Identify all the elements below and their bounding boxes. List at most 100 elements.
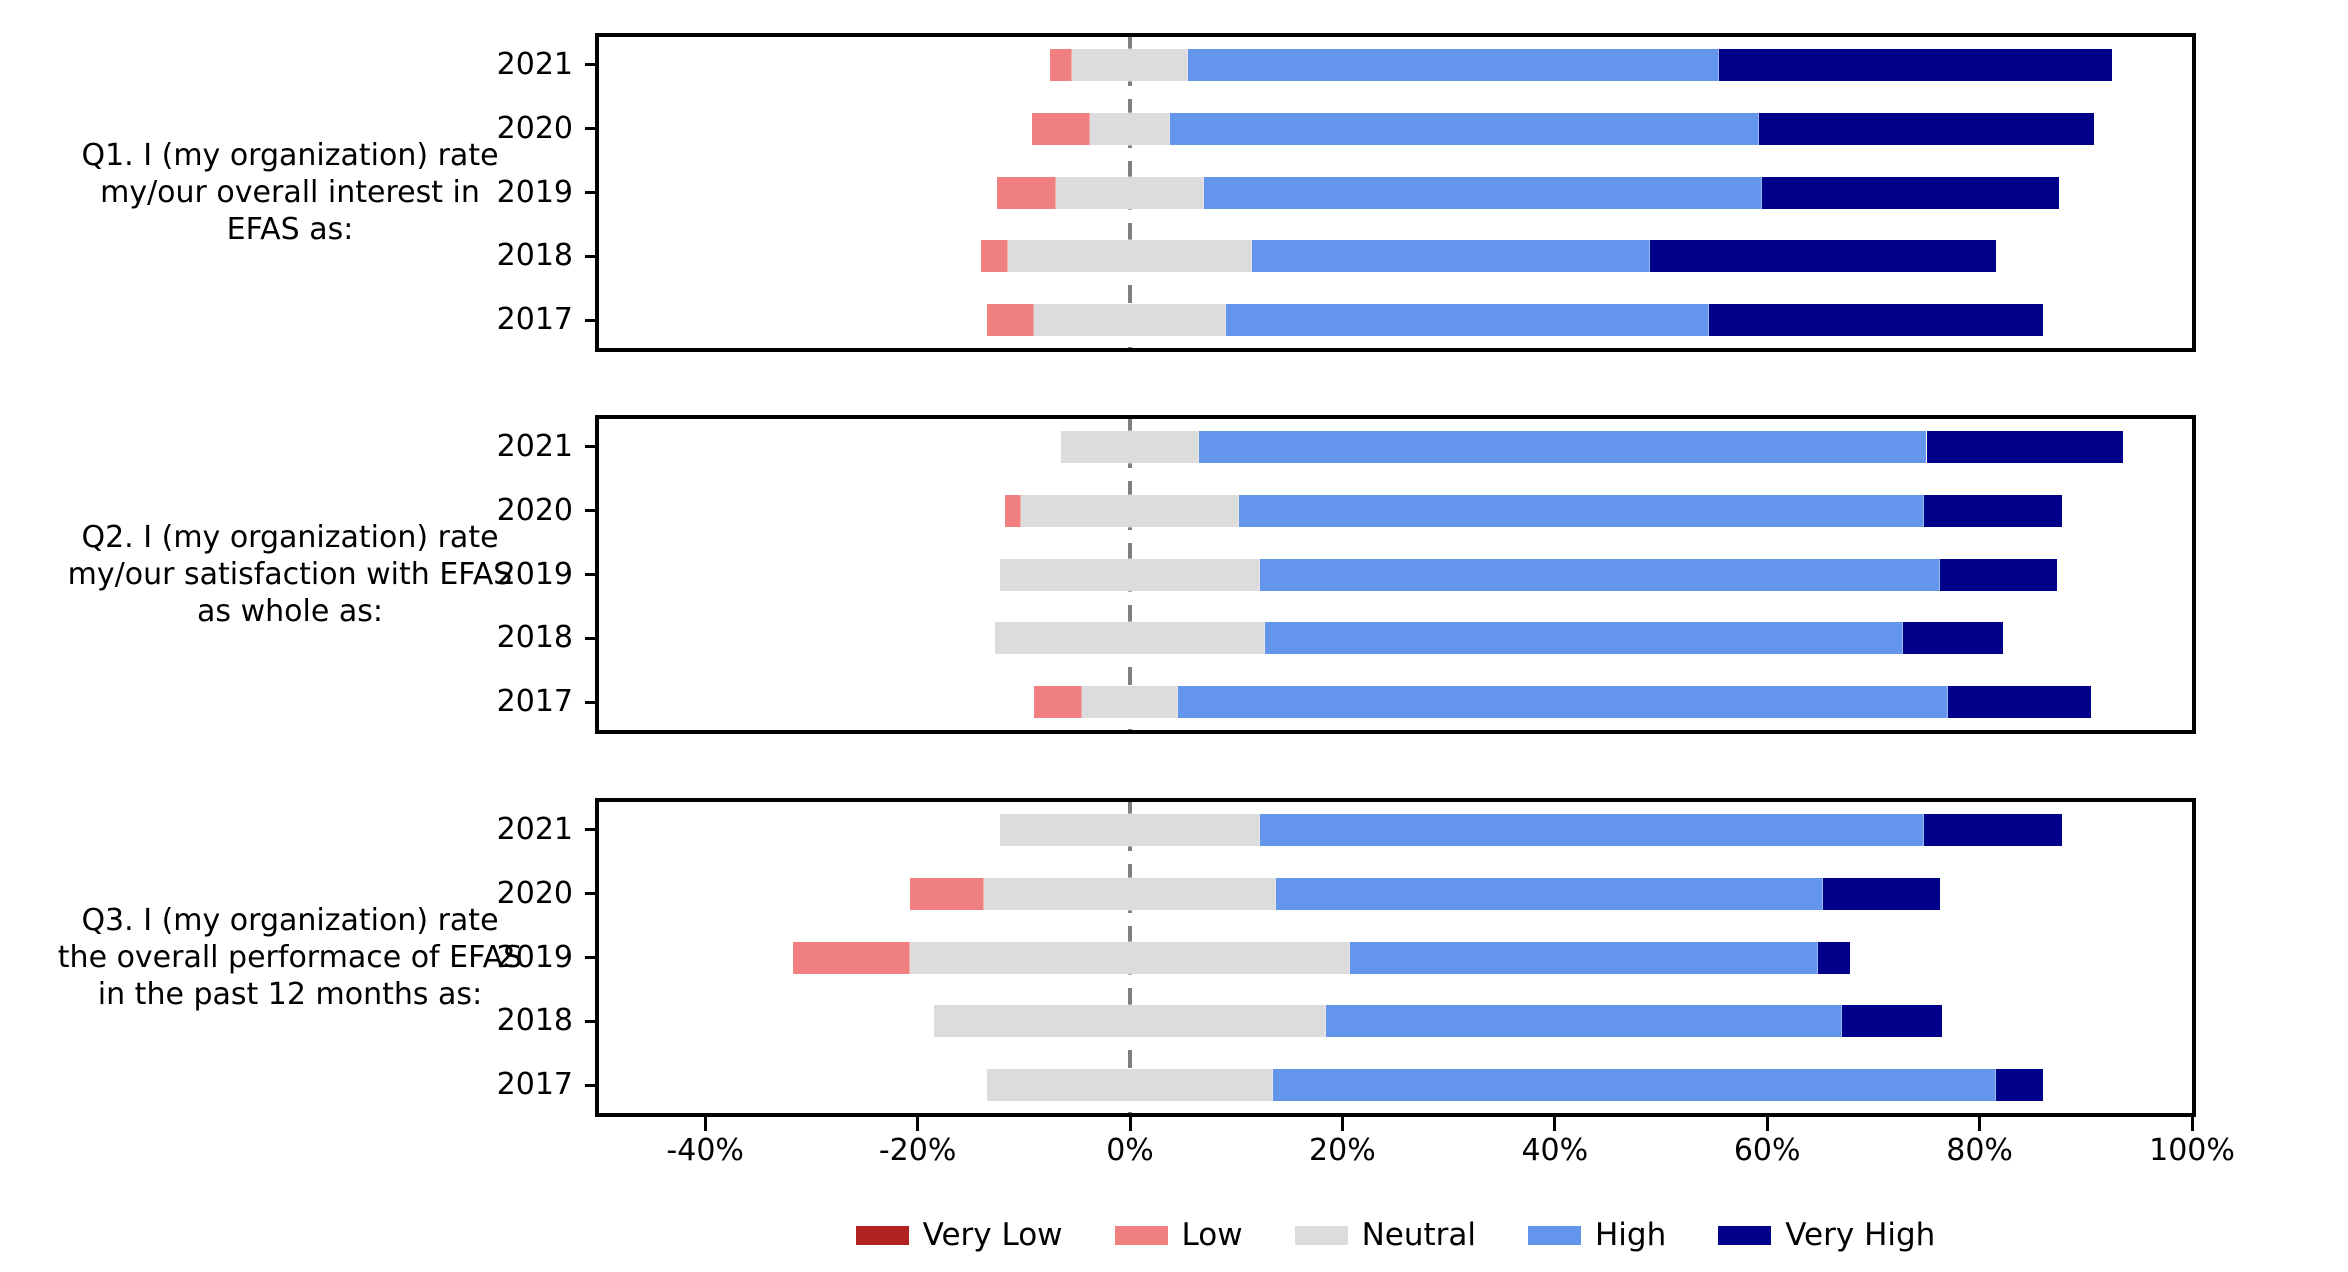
ytick-2021 xyxy=(585,445,595,449)
bar-2018 xyxy=(599,240,2192,273)
segment-neutral xyxy=(1090,112,1170,145)
segment-high xyxy=(1276,877,1823,910)
segment-very_high xyxy=(1926,430,2123,463)
segment-very_high xyxy=(1708,304,2044,337)
ytick-2017 xyxy=(585,700,595,704)
segment-high xyxy=(1273,1069,1996,1102)
segment-very_high xyxy=(1923,813,2062,846)
year-label-2019: 2019 xyxy=(496,939,573,975)
year-label-2020: 2020 xyxy=(496,492,573,528)
segment-very_high xyxy=(1761,176,2060,209)
ytick-2019 xyxy=(585,956,595,959)
segment-very_high xyxy=(1822,877,1940,910)
segment-very_high xyxy=(1902,622,2004,655)
legend-item-low: Low xyxy=(1114,1217,1243,1253)
segment-high xyxy=(1260,813,1924,846)
year-label-2021: 2021 xyxy=(496,46,573,82)
legend-label-low: Low xyxy=(1181,1217,1243,1253)
segment-neutral xyxy=(983,877,1277,910)
legend-swatch-very_low xyxy=(855,1225,909,1245)
ytick-2020 xyxy=(585,509,595,513)
year-label-2018: 2018 xyxy=(496,238,573,274)
xtick--40% xyxy=(703,1117,707,1131)
segment-neutral xyxy=(1082,686,1178,719)
xtick-20% xyxy=(1340,1117,1344,1131)
segment-low xyxy=(1050,48,1072,81)
segment-very_high xyxy=(1939,558,2057,591)
year-label-2017: 2017 xyxy=(496,684,573,720)
bar-2017 xyxy=(599,304,2192,337)
segment-low xyxy=(1034,686,1083,719)
bar-2021 xyxy=(599,48,2192,81)
legend-swatch-low xyxy=(1114,1225,1168,1245)
ytick-2018 xyxy=(585,254,595,258)
ytick-2021 xyxy=(585,63,595,67)
xtick--20% xyxy=(916,1117,920,1131)
segment-neutral xyxy=(999,813,1261,846)
xtick-label--20%: -20% xyxy=(878,1133,957,1168)
year-label-2019: 2019 xyxy=(496,556,573,592)
segment-high xyxy=(1252,240,1651,273)
ytick-2019 xyxy=(585,573,595,576)
bar-2021 xyxy=(599,430,2192,463)
segment-very_high xyxy=(1841,1005,1943,1038)
segment-neutral xyxy=(909,941,1351,974)
panel-title-q3: Q3. I (my organization) rate the overall… xyxy=(57,903,523,1012)
xtick-100% xyxy=(2190,1117,2194,1131)
ytick-2021 xyxy=(585,828,595,832)
ytick-2018 xyxy=(585,636,595,640)
legend-item-very_high: Very High xyxy=(1718,1218,1935,1252)
xtick-0% xyxy=(1128,1117,1132,1131)
xtick-40% xyxy=(1553,1117,1557,1131)
segment-high xyxy=(1204,176,1762,209)
year-label-2017: 2017 xyxy=(496,1067,573,1103)
segment-neutral xyxy=(933,1005,1327,1038)
legend-label-very_low: Very Low xyxy=(922,1217,1063,1253)
panel-axes-q2 xyxy=(595,415,2196,734)
year-label-2019: 2019 xyxy=(496,174,573,210)
panel-axes-q3 xyxy=(595,798,2196,1117)
segment-very_high xyxy=(1719,48,2113,81)
bar-2020 xyxy=(599,112,2192,145)
segment-neutral xyxy=(1034,304,1226,337)
legend-item-neutral: Neutral xyxy=(1294,1217,1476,1253)
year-label-2020: 2020 xyxy=(496,110,573,146)
segment-neutral xyxy=(999,558,1261,591)
legend-label-neutral: Neutral xyxy=(1361,1217,1476,1253)
legend-item-high: High xyxy=(1528,1218,1666,1252)
xtick-label-0%: 0% xyxy=(1106,1133,1154,1168)
ytick-2019 xyxy=(585,191,595,194)
year-label-2017: 2017 xyxy=(496,302,573,338)
legend-label-high: High xyxy=(1595,1217,1667,1253)
segment-very_high xyxy=(1759,112,2094,145)
legend-item-very_low: Very Low xyxy=(855,1217,1063,1253)
segment-neutral xyxy=(1071,48,1189,81)
xtick-80% xyxy=(1978,1117,1982,1131)
year-label-2018: 2018 xyxy=(496,620,573,656)
segment-high xyxy=(1265,622,1903,655)
ytick-2020 xyxy=(585,892,595,896)
segment-high xyxy=(1238,494,1924,527)
ytick-2017 xyxy=(585,318,595,322)
segment-neutral xyxy=(986,1069,1274,1102)
xtick-label-60%: 60% xyxy=(1733,1133,1801,1168)
ytick-2020 xyxy=(585,127,595,131)
bar-2017 xyxy=(599,686,2192,719)
bar-2020 xyxy=(599,877,2192,910)
segment-neutral xyxy=(994,622,1266,655)
segment-high xyxy=(1199,430,1927,463)
segment-very_high xyxy=(1995,1069,2044,1102)
segment-very_high xyxy=(1817,941,1850,974)
year-label-2021: 2021 xyxy=(496,811,573,847)
xtick-60% xyxy=(1765,1117,1769,1131)
year-label-2018: 2018 xyxy=(496,1003,573,1039)
segment-low xyxy=(986,304,1035,337)
segment-neutral xyxy=(1021,494,1239,527)
bar-2019 xyxy=(599,176,2192,209)
segment-neutral xyxy=(1007,240,1253,273)
xtick-label-100%: 100% xyxy=(2149,1133,2235,1168)
bar-2019 xyxy=(599,558,2192,591)
segment-low xyxy=(909,877,984,910)
bar-2019 xyxy=(599,941,2192,974)
